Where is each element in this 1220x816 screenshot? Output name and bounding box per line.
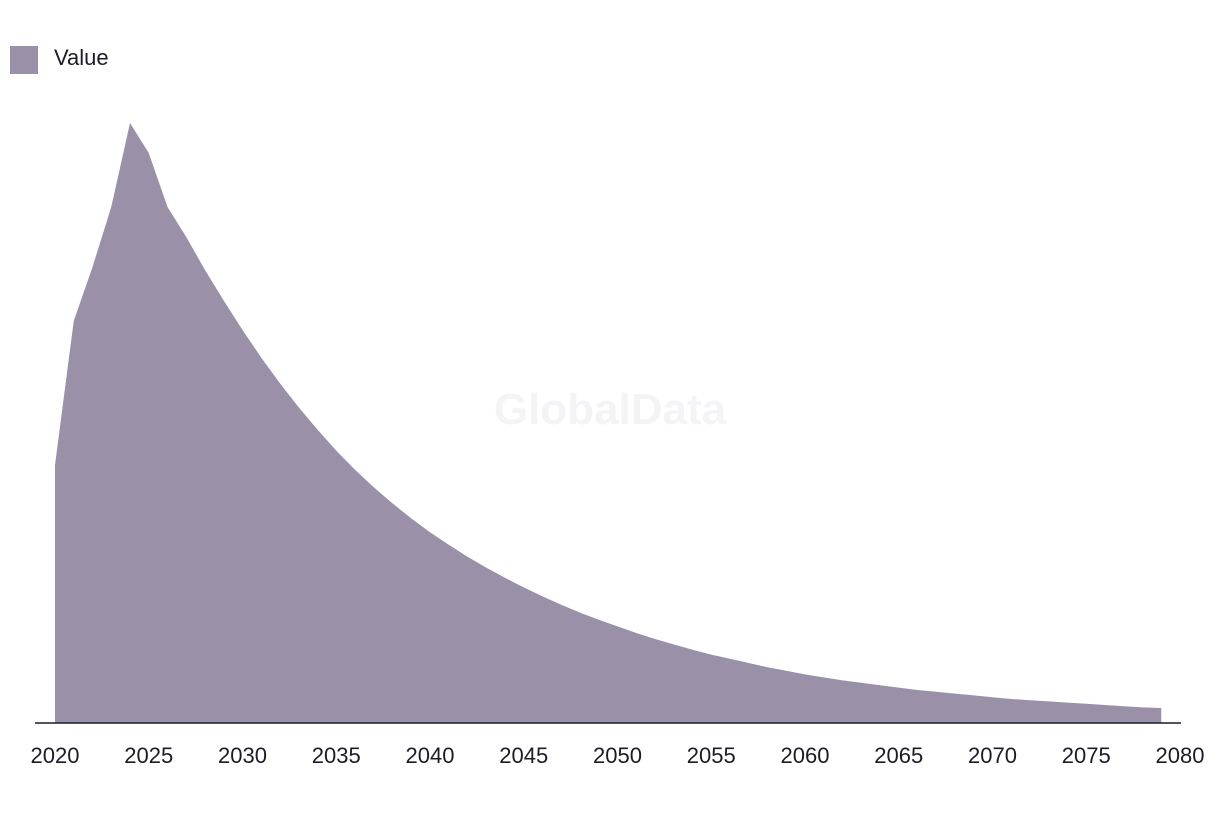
x-tick-label-2020: 2020	[31, 743, 80, 768]
watermark-text: GlobalData	[494, 385, 727, 434]
x-tick-label-2055: 2055	[687, 743, 736, 768]
x-tick-label-2025: 2025	[124, 743, 173, 768]
legend-label-value: Value	[54, 45, 109, 70]
area-series-value	[55, 123, 1162, 723]
x-tick-label-2030: 2030	[218, 743, 267, 768]
x-tick-label-2070: 2070	[968, 743, 1017, 768]
legend: Value	[10, 45, 109, 74]
x-tick-label-2050: 2050	[593, 743, 642, 768]
x-tick-label-2060: 2060	[781, 743, 830, 768]
plot-area	[55, 123, 1162, 723]
x-tick-label-2035: 2035	[312, 743, 361, 768]
x-tick-label-2040: 2040	[406, 743, 455, 768]
x-tick-label-2045: 2045	[499, 743, 548, 768]
x-tick-label-2075: 2075	[1062, 743, 1111, 768]
x-axis-ticks: 2020 2025 2030 2035 2040 2045 2050 2055 2060 2065…	[31, 743, 1205, 768]
legend-swatch-value	[10, 46, 38, 74]
x-tick-label-2065: 2065	[874, 743, 923, 768]
x-tick-label-2080: 2080	[1156, 743, 1205, 768]
